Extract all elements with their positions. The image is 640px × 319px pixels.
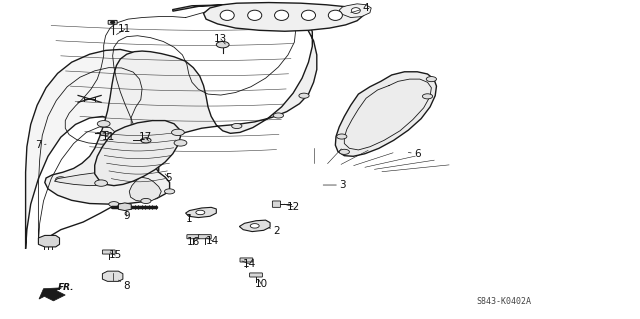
Ellipse shape: [328, 10, 342, 20]
FancyBboxPatch shape: [240, 258, 253, 262]
Circle shape: [152, 150, 162, 155]
Text: 16: 16: [187, 237, 200, 247]
Circle shape: [196, 210, 205, 215]
FancyBboxPatch shape: [273, 201, 280, 207]
Text: 15: 15: [109, 250, 122, 260]
Text: 13: 13: [214, 34, 227, 44]
Text: 9: 9: [124, 211, 130, 221]
FancyBboxPatch shape: [187, 235, 200, 239]
Polygon shape: [118, 203, 131, 211]
Text: 11: 11: [100, 132, 115, 142]
Text: 6: 6: [408, 149, 420, 159]
Polygon shape: [339, 4, 371, 18]
Text: 1: 1: [186, 214, 192, 225]
Circle shape: [426, 77, 436, 82]
Circle shape: [250, 224, 259, 228]
Polygon shape: [129, 177, 161, 202]
Text: 3: 3: [323, 180, 346, 190]
Ellipse shape: [351, 8, 360, 13]
Text: 17: 17: [140, 132, 152, 142]
Polygon shape: [204, 3, 364, 31]
Text: 12: 12: [284, 202, 300, 212]
Circle shape: [97, 121, 110, 127]
Circle shape: [273, 113, 284, 118]
Polygon shape: [239, 220, 270, 232]
Ellipse shape: [248, 10, 262, 20]
Polygon shape: [39, 288, 65, 301]
Text: 4: 4: [351, 3, 369, 13]
Circle shape: [216, 41, 229, 48]
Text: S843-K0402A: S843-K0402A: [477, 297, 532, 306]
Circle shape: [422, 94, 433, 99]
FancyBboxPatch shape: [100, 131, 108, 135]
Circle shape: [145, 147, 168, 158]
Polygon shape: [102, 271, 123, 281]
Circle shape: [299, 93, 309, 98]
Ellipse shape: [220, 10, 234, 20]
Polygon shape: [26, 49, 159, 249]
Circle shape: [109, 202, 119, 207]
Text: 14: 14: [206, 236, 219, 246]
Polygon shape: [335, 72, 436, 156]
Text: 14: 14: [242, 259, 256, 269]
Polygon shape: [38, 235, 60, 247]
Circle shape: [232, 123, 242, 129]
Circle shape: [95, 180, 108, 186]
Text: 11: 11: [116, 24, 131, 34]
Circle shape: [172, 129, 184, 136]
FancyBboxPatch shape: [102, 250, 115, 254]
Circle shape: [164, 189, 175, 194]
Text: 2: 2: [269, 226, 280, 236]
Ellipse shape: [275, 10, 289, 20]
Polygon shape: [54, 171, 127, 186]
FancyBboxPatch shape: [198, 235, 211, 239]
Text: 7: 7: [35, 140, 46, 150]
Text: 5: 5: [165, 173, 172, 183]
Text: 8: 8: [118, 280, 130, 291]
Circle shape: [337, 134, 347, 139]
Circle shape: [111, 21, 115, 23]
Text: FR.: FR.: [58, 283, 74, 292]
Text: 10: 10: [255, 279, 268, 289]
Ellipse shape: [301, 10, 316, 20]
Circle shape: [141, 198, 151, 204]
Polygon shape: [95, 121, 180, 186]
FancyBboxPatch shape: [108, 20, 117, 24]
Polygon shape: [45, 5, 317, 204]
Circle shape: [141, 138, 151, 143]
FancyBboxPatch shape: [250, 273, 262, 277]
Circle shape: [174, 140, 187, 146]
Circle shape: [339, 149, 349, 154]
Circle shape: [56, 177, 66, 182]
Polygon shape: [186, 207, 216, 218]
